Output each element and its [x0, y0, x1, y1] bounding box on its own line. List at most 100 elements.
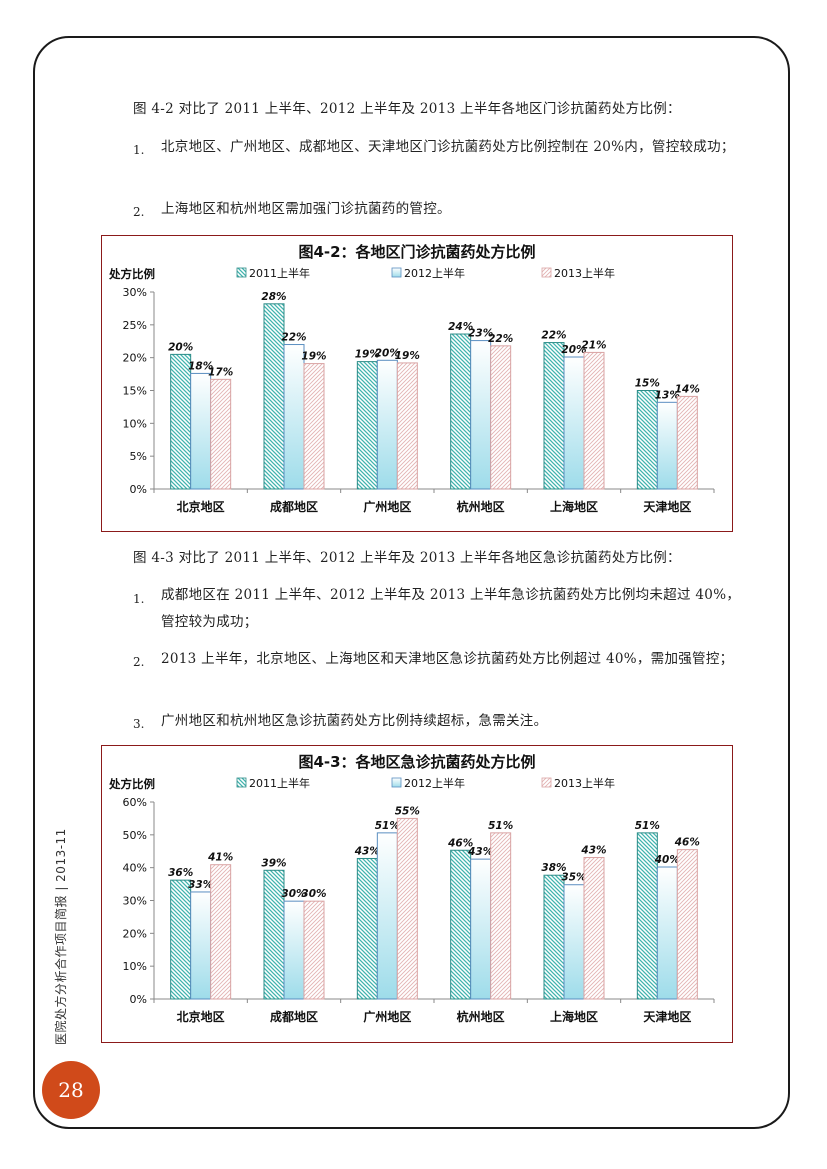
- x-tick-label: 成都地区: [270, 1009, 318, 1024]
- section1-intro: 图 4-2 对比了 2011 上半年、2012 上半年及 2013 上半年各地区…: [133, 101, 681, 117]
- data-label: 14%: [675, 383, 700, 395]
- data-label: 46%: [447, 837, 473, 849]
- bar: [563, 356, 585, 490]
- legend-label: 2012上半年: [404, 266, 465, 280]
- footer-side-text: 医院处方分析合作项目简报 | 2013-11: [54, 828, 68, 1045]
- x-tick-label: 上海地区: [550, 499, 598, 514]
- bar: [210, 378, 232, 490]
- page-number-badge: 28: [42, 1061, 100, 1119]
- data-label: 43%: [580, 844, 606, 856]
- data-label: 35%: [561, 872, 586, 884]
- chart-title: 图4-3：各地区急诊抗菌药处方比例: [298, 753, 535, 771]
- data-label: 20%: [375, 347, 400, 359]
- data-label: 28%: [261, 291, 286, 303]
- x-tick-label: 广州地区: [363, 1009, 411, 1024]
- bar: [303, 363, 325, 490]
- bar: [490, 345, 512, 490]
- legend-label: 2013上半年: [554, 266, 615, 280]
- legend-label: 2012上半年: [404, 776, 465, 790]
- bar: [396, 817, 418, 1000]
- bar: [283, 344, 305, 490]
- list-item: 成都地区在 2011 上半年、2012 上半年及 2013 上半年急诊抗菌药处方…: [161, 587, 741, 630]
- y-tick-label: 15%: [123, 385, 147, 398]
- list-item: 上海地区和杭州地区需加强门诊抗菌药的管控。: [161, 201, 451, 217]
- data-label: 19%: [301, 351, 326, 363]
- data-label: 19%: [395, 350, 420, 362]
- y-tick-label: 20%: [123, 927, 147, 940]
- bar: [396, 362, 418, 490]
- y-tick-label: 40%: [123, 862, 147, 875]
- x-tick-label: 北京地区: [177, 499, 225, 514]
- bar: [210, 864, 232, 1000]
- data-label: 33%: [188, 879, 213, 891]
- x-tick-label: 杭州地区: [457, 1009, 505, 1024]
- chart-emergency-antibiotics: 图4-3：各地区急诊抗菌药处方比例 处方比例 2011上半年 2012上半年 2013上…: [101, 745, 733, 1043]
- data-label: 36%: [168, 867, 193, 879]
- bar: [470, 858, 492, 1000]
- x-tick-label: 天津地区: [643, 499, 691, 514]
- list-item-number: 1.: [133, 592, 145, 606]
- section2-intro: 图 4-3 对比了 2011 上半年、2012 上半年及 2013 上半年各地区…: [133, 550, 681, 566]
- data-label: 39%: [261, 857, 286, 869]
- x-tick-label: 成都地区: [270, 499, 318, 514]
- bar: [190, 372, 212, 490]
- y-tick-label: 10%: [123, 960, 147, 973]
- bar: [563, 884, 585, 1000]
- data-label: 41%: [207, 852, 233, 864]
- legend-swatch: [236, 267, 247, 278]
- data-label: 51%: [488, 820, 513, 832]
- y-tick-label: 30%: [123, 895, 147, 908]
- bar: [303, 900, 325, 1000]
- list-item: 广州地区和杭州地区急诊抗菌药处方比例持续超标，急需关注。: [161, 713, 548, 729]
- bar: [543, 874, 565, 1000]
- y-tick-label: 25%: [123, 319, 147, 332]
- bar: [676, 849, 698, 1000]
- data-label: 20%: [561, 344, 586, 356]
- bar: [470, 340, 492, 490]
- chart-outpatient-antibiotics: 图4-2：各地区门诊抗菌药处方比例 处方比例 2011上半年 2012上半年 2013上…: [101, 235, 733, 532]
- bar: [376, 832, 398, 1000]
- list-item-number: 2.: [133, 655, 145, 669]
- bar: [543, 342, 565, 490]
- data-label: 22%: [488, 333, 513, 345]
- bar: [170, 879, 192, 1000]
- data-label: 17%: [208, 366, 233, 378]
- data-label: 13%: [655, 389, 680, 401]
- x-tick-label: 杭州地区: [457, 499, 505, 514]
- data-label: 22%: [541, 330, 566, 342]
- y-tick-label: 30%: [123, 286, 147, 299]
- y-axis-label: 处方比例: [108, 267, 155, 281]
- x-tick-label: 北京地区: [177, 1009, 225, 1024]
- bar: [676, 395, 698, 490]
- data-label: 20%: [168, 341, 193, 353]
- bar: [376, 359, 398, 490]
- data-label: 43%: [354, 845, 380, 857]
- bar: [356, 857, 378, 1000]
- data-label: 51%: [635, 820, 660, 832]
- data-label: 55%: [395, 805, 420, 817]
- list-item-number: 1.: [133, 143, 145, 157]
- data-label: 21%: [581, 339, 606, 351]
- list-item: 2013 上半年，北京地区、上海地区和天津地区急诊抗菌药处方比例超过 40%，需…: [161, 651, 734, 667]
- y-tick-label: 50%: [123, 829, 147, 842]
- bar: [356, 361, 378, 490]
- bar: [450, 333, 472, 490]
- legend-swatch: [236, 777, 247, 788]
- legend-label: 2013上半年: [554, 776, 615, 790]
- legend-swatch: [391, 267, 402, 278]
- bar: [450, 849, 472, 1000]
- data-label: 30%: [301, 888, 326, 900]
- bar: [656, 866, 678, 1000]
- bar: [636, 390, 658, 490]
- data-label: 30%: [281, 888, 306, 900]
- y-tick-label: 0%: [130, 993, 147, 1006]
- legend-swatch: [541, 267, 552, 278]
- x-tick-label: 广州地区: [363, 499, 411, 514]
- bar: [170, 353, 192, 490]
- data-label: 51%: [375, 820, 400, 832]
- data-label: 15%: [635, 378, 660, 390]
- y-tick-label: 5%: [130, 450, 147, 463]
- list-item-number: 2.: [133, 205, 145, 219]
- page-frame: [33, 36, 790, 1129]
